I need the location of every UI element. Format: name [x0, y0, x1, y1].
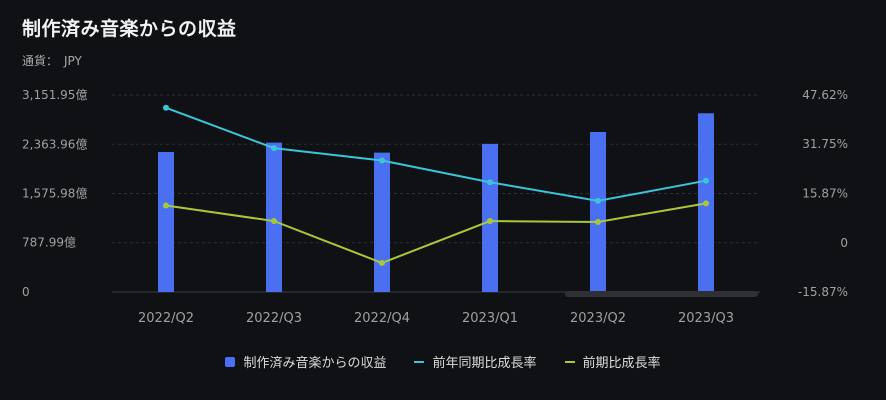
- legend-label-revenue: 制作済み音楽からの収益: [243, 356, 387, 371]
- right-axis-tick-label: 31.75%: [802, 137, 848, 151]
- right-axis-tick-label: 0: [840, 236, 848, 250]
- bar-revenue[interactable]: [374, 152, 390, 292]
- currency-label: 通貨：: [22, 54, 59, 68]
- currency-indicator: 通貨： JPY: [22, 52, 88, 69]
- qoq-growth-point[interactable]: [703, 200, 709, 207]
- chart-title: 制作済み音楽からの収益: [22, 18, 237, 40]
- right-axis-tick-label: -15.87%: [798, 285, 848, 299]
- qoq-growth-point[interactable]: [487, 218, 493, 225]
- right-axis-tick-label: 15.87%: [802, 187, 848, 201]
- bar-revenue[interactable]: [482, 143, 498, 292]
- yoy-growth-point[interactable]: [703, 177, 709, 184]
- x-axis-tick-label: 2022/Q4: [354, 311, 410, 326]
- left-axis-tick-label: 2,363.96億: [22, 137, 87, 151]
- yoy-growth-point[interactable]: [163, 104, 169, 111]
- left-axis-tick-label: 3,151.95億: [22, 88, 87, 102]
- legend-swatch-qoq: [564, 360, 575, 363]
- yoy-growth-point[interactable]: [379, 157, 385, 164]
- legend-item-revenue[interactable]: 制作済み音楽からの収益: [225, 352, 386, 371]
- yoy-growth-point[interactable]: [595, 197, 601, 204]
- qoq-growth-point[interactable]: [379, 259, 385, 266]
- left-axis-tick-label: 1,575.98億: [22, 186, 87, 200]
- legend-swatch-revenue: [225, 356, 236, 367]
- legend-label-qoq: 前期比成長率: [582, 356, 661, 371]
- qoq-growth-point[interactable]: [271, 218, 277, 225]
- x-axis-tick-label: 2022/Q2: [138, 311, 194, 326]
- bar-revenue[interactable]: [158, 151, 174, 292]
- left-axis-tick-label: 787.99億: [22, 236, 76, 250]
- yoy-growth-line: [165, 106, 707, 202]
- qoq-growth-line: [165, 202, 707, 264]
- x-axis-tick-label: 2023/Q3: [678, 311, 734, 326]
- qoq-growth-point[interactable]: [163, 202, 169, 209]
- bar-revenue[interactable]: [266, 142, 282, 292]
- x-axis-tick-label: 2023/Q1: [462, 311, 518, 326]
- currency-value: JPY: [64, 54, 82, 68]
- yoy-growth-point[interactable]: [487, 179, 493, 186]
- x-axis-tick-label: 2023/Q2: [570, 311, 626, 326]
- legend-item-yoy[interactable]: 前年同期比成長率: [414, 352, 537, 371]
- bar-revenue[interactable]: [590, 131, 606, 292]
- yoy-growth-point[interactable]: [271, 145, 277, 152]
- chart-legend: 制作済み音楽からの収益 前年同期比成長率 前期比成長率: [0, 352, 886, 371]
- qoq-growth-point[interactable]: [595, 218, 601, 225]
- legend-item-qoq[interactable]: 前期比成長率: [564, 352, 661, 371]
- legend-label-yoy: 前年同期比成長率: [432, 356, 537, 371]
- right-axis-tick-label: 47.62%: [802, 88, 848, 102]
- legend-swatch-yoy: [414, 360, 425, 363]
- x-axis-tick-label: 2022/Q3: [246, 311, 302, 326]
- chart-scroll-thumb[interactable]: [565, 291, 758, 297]
- left-axis-tick-label: 0: [22, 285, 30, 299]
